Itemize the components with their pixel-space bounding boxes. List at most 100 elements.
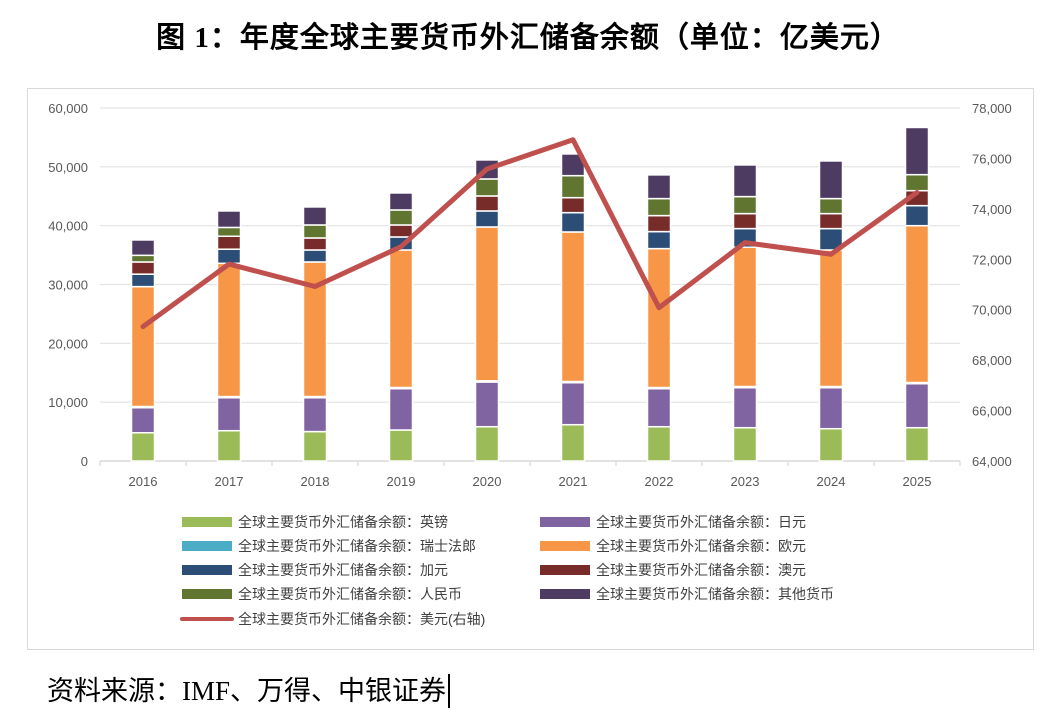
bar-segment bbox=[818, 160, 844, 200]
bar-segment bbox=[474, 381, 500, 428]
bar-segment bbox=[560, 423, 586, 462]
bar-segment bbox=[818, 386, 844, 430]
right-axis-tick-label: 66,000 bbox=[972, 404, 1012, 419]
right-axis-tick-label: 76,000 bbox=[972, 151, 1012, 166]
left-axis-tick-label: 50,000 bbox=[48, 160, 88, 175]
bar-segment bbox=[732, 212, 758, 230]
x-axis-tick-label: 2021 bbox=[559, 474, 588, 489]
x-axis-tick-label: 2022 bbox=[645, 474, 674, 489]
bar-segment bbox=[130, 239, 156, 257]
bar-segment bbox=[130, 261, 156, 275]
bar-segment bbox=[388, 387, 414, 431]
bar-segment bbox=[646, 425, 672, 462]
chart-frame bbox=[27, 88, 1034, 650]
legend-marker bbox=[540, 541, 590, 551]
legend-label: 全球主要货币外汇储备余额：欧元 bbox=[596, 538, 806, 554]
bar-segment bbox=[732, 195, 758, 215]
x-axis-tick-label: 2019 bbox=[387, 474, 416, 489]
bar-segment bbox=[646, 230, 672, 250]
x-axis-tick-label: 2020 bbox=[473, 474, 502, 489]
bar-segment bbox=[302, 430, 328, 462]
bar-segment bbox=[130, 254, 156, 263]
bar-segment bbox=[216, 210, 242, 229]
legend-label: 全球主要货币外汇储备余额：英镑 bbox=[238, 514, 448, 530]
legend-label: 全球主要货币外汇储备余额：瑞士法郎 bbox=[238, 538, 476, 554]
legend-marker bbox=[182, 517, 232, 527]
right-axis-tick-label: 64,000 bbox=[972, 454, 1012, 469]
bar-segment bbox=[732, 386, 758, 429]
chart-title: 图 1：年度全球主要货币外汇储备余额（单位：亿美元） bbox=[156, 22, 900, 54]
bar-segment bbox=[302, 206, 328, 226]
bar-segment bbox=[388, 224, 414, 238]
legend-marker bbox=[182, 589, 232, 599]
bar-segment bbox=[216, 248, 242, 265]
bar-segment bbox=[302, 237, 328, 251]
source-note: 资料来源：IMF、万得、中银证券 bbox=[47, 674, 451, 708]
x-axis-tick-label: 2017 bbox=[215, 474, 244, 489]
bar-segment bbox=[732, 164, 758, 198]
bar-segment bbox=[560, 174, 586, 199]
bar-segment bbox=[388, 429, 414, 462]
bar-segment bbox=[904, 126, 930, 176]
bar-segment bbox=[560, 211, 586, 233]
right-axis-tick-label: 78,000 bbox=[972, 101, 1012, 116]
x-axis-tick-label: 2024 bbox=[817, 474, 846, 489]
legend-marker bbox=[540, 517, 590, 527]
legend-label: 全球主要货币外汇储备余额：美元(右轴) bbox=[238, 611, 485, 627]
bar-segment bbox=[732, 426, 758, 462]
bar-segment bbox=[388, 209, 414, 226]
bar-segment bbox=[474, 226, 500, 382]
left-axis-tick-label: 20,000 bbox=[48, 336, 88, 351]
bar-segment bbox=[646, 214, 672, 233]
bar-segment bbox=[560, 381, 586, 426]
bar-segment bbox=[904, 204, 930, 227]
bar-segment bbox=[130, 273, 156, 288]
bar-segment bbox=[646, 247, 672, 389]
bar-segment bbox=[302, 224, 328, 239]
legend-label: 全球主要货币外汇储备余额：日元 bbox=[596, 514, 806, 530]
bar-segment bbox=[904, 173, 930, 192]
bar-segment bbox=[216, 262, 242, 398]
bar-segment bbox=[216, 429, 242, 462]
legend-marker bbox=[182, 565, 232, 575]
usd-line bbox=[140, 137, 920, 330]
legend-marker bbox=[540, 589, 590, 599]
bar-segment bbox=[560, 231, 586, 383]
bar-segment bbox=[388, 192, 414, 211]
bar-segment bbox=[302, 396, 328, 433]
bar-segment bbox=[560, 196, 586, 214]
left-axis-tick-label: 10,000 bbox=[48, 395, 88, 410]
legend-marker bbox=[540, 565, 590, 575]
right-axis-tick-label: 68,000 bbox=[972, 353, 1012, 368]
bar-segment bbox=[474, 425, 500, 462]
bar-segment bbox=[388, 249, 414, 389]
bar-segment bbox=[216, 397, 242, 432]
bar-segment bbox=[130, 285, 156, 408]
bar-segment bbox=[904, 426, 930, 462]
legend-label: 全球主要货币外汇储备余额：其他货币 bbox=[596, 586, 834, 602]
legend-label: 全球主要货币外汇储备余额：澳元 bbox=[596, 562, 806, 578]
bar-segment bbox=[818, 197, 844, 215]
bar-segment bbox=[904, 382, 930, 429]
x-axis-tick-label: 2016 bbox=[129, 474, 158, 489]
bar-segment bbox=[474, 210, 500, 228]
bar-segment bbox=[818, 249, 844, 388]
legend-label: 全球主要货币外汇储备余额：加元 bbox=[238, 562, 448, 578]
bar-segment bbox=[818, 427, 844, 462]
bar-segment bbox=[130, 406, 156, 434]
bar-segment bbox=[302, 249, 328, 263]
bar-segment bbox=[130, 432, 156, 462]
right-axis-tick-label: 70,000 bbox=[972, 303, 1012, 318]
bar-segment bbox=[904, 224, 930, 384]
left-axis-tick-label: 60,000 bbox=[48, 101, 88, 116]
right-axis-tick-label: 74,000 bbox=[972, 202, 1012, 217]
left-axis-tick-label: 0 bbox=[81, 454, 88, 469]
bar-segment bbox=[474, 178, 500, 197]
bar-segment bbox=[646, 197, 672, 217]
right-axis-tick-label: 72,000 bbox=[972, 252, 1012, 267]
bar-segment bbox=[216, 226, 242, 238]
bar-segment bbox=[646, 174, 672, 200]
left-axis-tick-label: 40,000 bbox=[48, 219, 88, 234]
x-axis-tick-label: 2023 bbox=[731, 474, 760, 489]
